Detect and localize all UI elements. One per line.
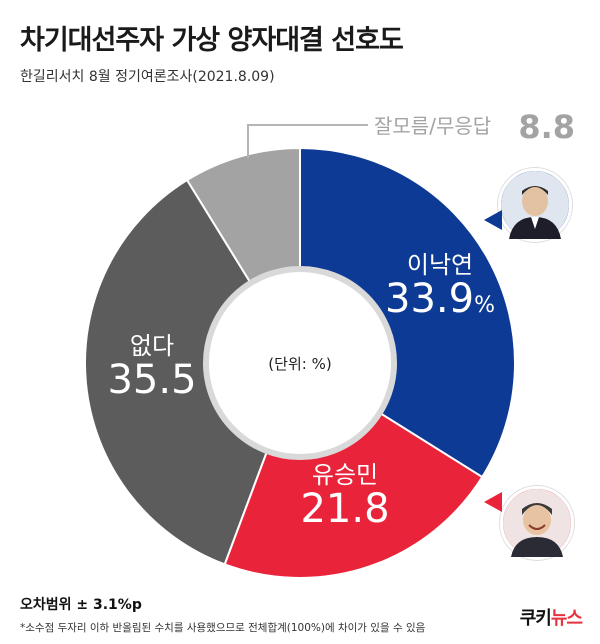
- slice-value-3: 35.5: [107, 357, 196, 403]
- slice-value-2: 21.8: [300, 486, 389, 532]
- yoo-bubble-tail: [484, 492, 502, 512]
- donut-hole: [203, 266, 397, 460]
- slice-label-3: 없다: [130, 332, 174, 360]
- slice-label-2: 유승민: [312, 461, 378, 489]
- person-photo-icon: [503, 489, 571, 557]
- chart-subtitle: 한길리서치 8월 정기여론조사(2021.8.09): [20, 69, 275, 85]
- slice-value-4: 8.8: [518, 108, 575, 146]
- slice-label-1: 이낙연: [407, 251, 473, 279]
- person-photo-icon: [501, 171, 569, 239]
- yoo-avatar-icon: [500, 486, 574, 560]
- chart-title: 차기대선주자 가상 양자대결 선호도: [20, 25, 404, 56]
- brand-logo: 쿠키뉴스: [519, 608, 583, 629]
- footnote: *소수점 두자리 이하 반올림된 수치를 사용했으므로 전체합계(100%)에 …: [20, 622, 426, 634]
- lee-bubble-tail: [484, 210, 502, 230]
- lee-avatar-icon: [498, 168, 572, 242]
- leader-line: [247, 124, 368, 158]
- slice-label-4: 잘모름/무응답: [374, 114, 491, 138]
- center-unit-label: (단위: %): [268, 355, 331, 373]
- margin-of-error: 오차범위 ± 3.1%p: [20, 597, 142, 613]
